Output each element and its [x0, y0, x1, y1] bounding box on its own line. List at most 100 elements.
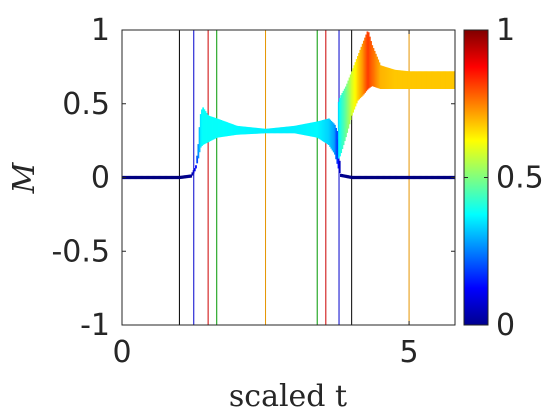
series-2-segment — [377, 59, 380, 89]
series-2-segment — [402, 70, 405, 89]
series-1-segment — [139, 175, 142, 180]
series-1-segment — [215, 118, 218, 139]
series-1-segment — [283, 126, 286, 134]
series-1-segment — [204, 111, 207, 144]
series-2-segment — [347, 80, 350, 129]
series-1-segment — [266, 128, 269, 134]
series-1-segment — [385, 175, 388, 180]
series-2-segment — [359, 49, 362, 99]
series-2-segment — [356, 56, 359, 101]
series-1-segment — [318, 120, 321, 139]
series-1-segment — [137, 175, 140, 180]
series-1-segment — [259, 128, 262, 134]
series-2-segment — [439, 71, 442, 89]
series-1-segment — [362, 175, 365, 180]
series-2-segment — [345, 86, 347, 138]
series-1-segment — [220, 120, 223, 138]
series-1-segment — [295, 125, 298, 134]
series-2-segment — [370, 41, 372, 87]
series-1-segment — [302, 124, 305, 136]
series-1-segment — [205, 112, 208, 143]
series-2-segment — [385, 67, 388, 89]
series-1-segment — [234, 125, 237, 135]
series-1-segment — [439, 175, 442, 180]
series-2-segment — [428, 71, 431, 89]
series-1-segment — [197, 144, 200, 159]
series-1-segment — [168, 175, 171, 180]
series-1-segment — [138, 175, 141, 180]
series-2-segment — [366, 31, 369, 90]
series-1-segment — [393, 175, 396, 180]
series-1-segment — [233, 124, 236, 136]
series-1-segment — [392, 175, 395, 180]
series-1-segment — [160, 175, 163, 180]
series-1-segment — [127, 175, 130, 180]
series-1-segment — [357, 175, 360, 180]
series-2-segment — [341, 92, 344, 150]
series-1-segment — [129, 175, 131, 180]
x-tick-label: 0 — [112, 335, 131, 370]
series-1-segment — [386, 175, 389, 180]
series-2-segment — [444, 71, 447, 89]
series-1-segment — [245, 126, 248, 135]
series-2-segment — [414, 71, 417, 89]
series-1-segment — [229, 123, 232, 136]
series-1-segment — [324, 119, 327, 143]
series-1-segment — [180, 175, 183, 179]
y-axis-ticks: -1 -0.5 0 0.5 1 — [51, 13, 455, 343]
series-1-segment — [214, 117, 217, 139]
series-1-segment — [332, 123, 335, 153]
series-1-segment — [433, 175, 436, 180]
series-1-segment — [411, 175, 414, 180]
series-2-segment — [348, 77, 351, 125]
series-2-segment — [405, 71, 408, 89]
series-1-segment — [175, 175, 178, 180]
series-1-segment — [268, 128, 270, 134]
series-2-segment — [372, 48, 375, 87]
series-1-segment — [211, 117, 214, 140]
x-tick-label: 5 — [400, 335, 419, 370]
series-2-segment — [419, 71, 421, 89]
series-2-segment — [373, 50, 376, 87]
series-1-segment — [387, 175, 390, 180]
series-2-segment — [407, 71, 409, 89]
series-1-segment — [407, 175, 409, 180]
series-1-segment — [131, 175, 134, 180]
series-2-segment — [421, 71, 424, 89]
series-1-segment — [209, 116, 212, 142]
series-1-segment — [434, 175, 437, 180]
series-1-segment — [193, 168, 196, 172]
series-1-segment — [274, 127, 276, 134]
series-1-segment — [221, 120, 224, 137]
series-1-segment — [253, 127, 256, 134]
series-1-segment — [409, 175, 412, 180]
series-1-segment — [276, 127, 279, 134]
series-1-segment — [246, 126, 249, 135]
series-1-segment — [441, 175, 444, 180]
series-1-segment — [360, 175, 363, 180]
series-1-segment — [196, 155, 199, 164]
series-1-segment — [320, 120, 323, 141]
series-1-segment — [413, 175, 415, 180]
series-2-segment — [420, 71, 423, 89]
series-2-segment — [384, 66, 387, 89]
series-2-segment — [411, 71, 414, 89]
series-1-segment — [167, 175, 170, 180]
series-1-segment — [248, 127, 251, 135]
series-1-segment — [187, 174, 190, 178]
series-1-segment — [235, 125, 238, 135]
series-1-segment — [189, 174, 191, 178]
series-1-segment — [151, 175, 154, 180]
series-1-segment — [389, 175, 391, 180]
series-2-segment — [443, 71, 445, 89]
series-1-segment — [174, 175, 177, 180]
series-2-segment — [343, 88, 346, 142]
series-2-segment — [340, 95, 343, 154]
series-2-segment — [337, 101, 340, 159]
series-1-segment — [416, 175, 419, 180]
series-1-segment — [344, 174, 347, 178]
series-1-segment — [270, 128, 273, 134]
series-2-segment — [364, 37, 366, 93]
series-2-segment — [401, 70, 404, 89]
